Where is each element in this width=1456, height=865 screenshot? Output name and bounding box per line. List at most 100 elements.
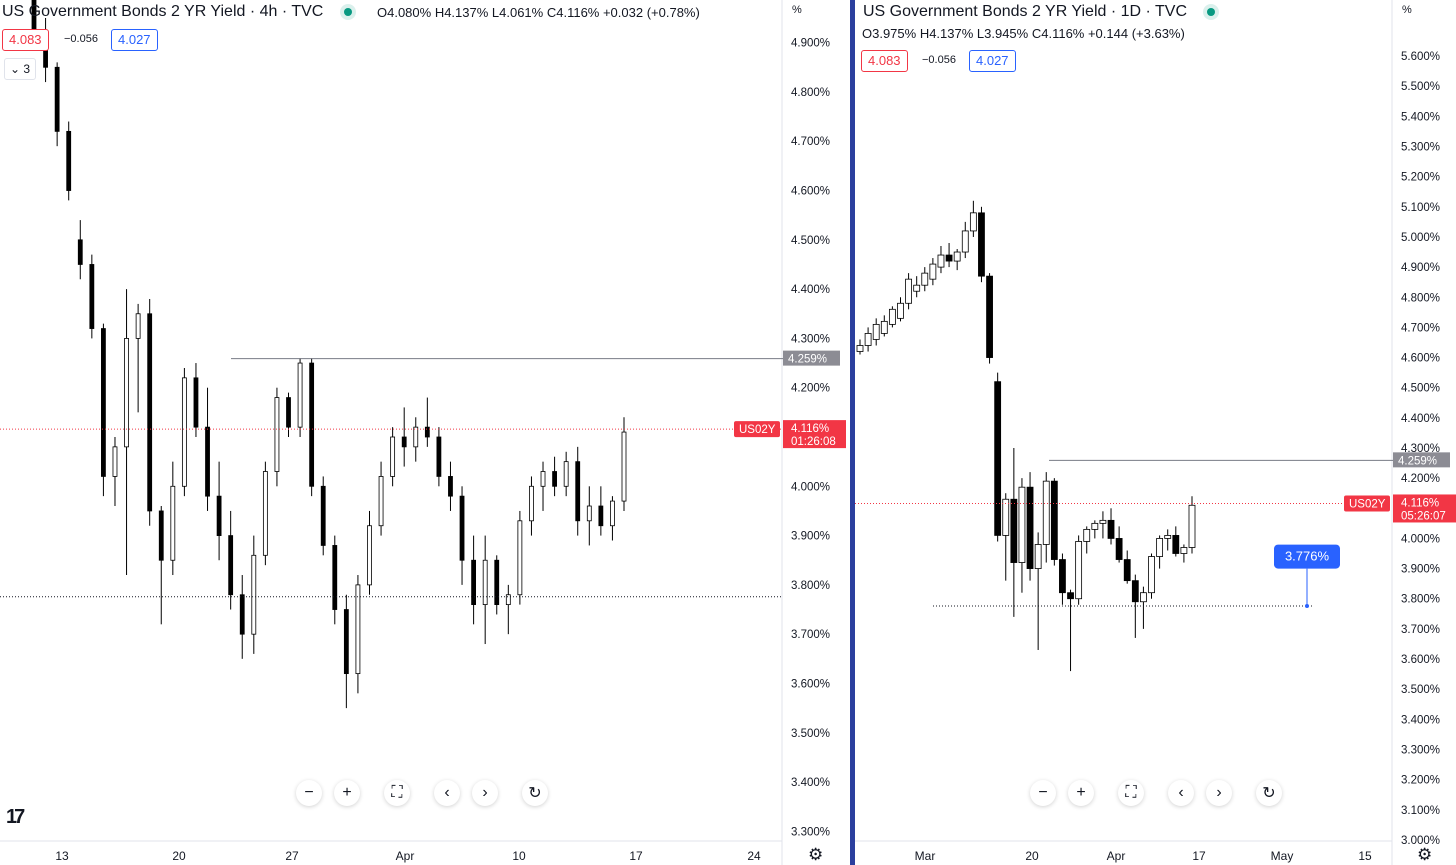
candle-up: [1180, 547, 1188, 554]
buy-price-button[interactable]: 4.027: [111, 29, 158, 51]
chart-title[interactable]: US Government Bonds 2 YR Yield · 4h · TV…: [2, 3, 352, 21]
candle-down: [1172, 535, 1180, 554]
buy-price-button[interactable]: 4.027: [969, 50, 1016, 72]
current-price-tag-text: 4.116%: [1401, 497, 1439, 509]
candle-up: [621, 431, 627, 502]
current-price-tag-text: 4.116%: [791, 423, 829, 435]
price-tick-label: 3.600%: [1401, 654, 1440, 666]
candle-up: [390, 436, 396, 477]
candle-down: [239, 594, 245, 635]
symbol-tag-text: US02Y: [739, 424, 776, 436]
candle-down: [147, 313, 153, 512]
zoom-out-icon[interactable]: −: [1030, 780, 1056, 806]
candle-up: [610, 500, 615, 527]
candle-down: [89, 264, 95, 329]
price-tick-label: 3.400%: [791, 777, 830, 789]
reset-icon[interactable]: ↻: [522, 780, 548, 806]
candle-down: [448, 476, 453, 497]
scroll-right-icon[interactable]: ›: [472, 780, 498, 806]
candle-up: [378, 476, 384, 527]
zoom-in-icon[interactable]: +: [1068, 780, 1094, 806]
candle-up: [888, 308, 896, 325]
scroll-left-icon[interactable]: ‹: [1168, 780, 1194, 806]
reset-icon[interactable]: ↻: [1256, 780, 1282, 806]
price-tick-label: 3.500%: [791, 728, 830, 740]
candle-up: [1002, 498, 1010, 536]
price-tick-label: 3.600%: [791, 678, 830, 690]
candle-up: [413, 426, 419, 448]
candle-down: [309, 362, 315, 487]
candle-up: [864, 333, 872, 346]
candle-down: [101, 328, 106, 477]
candle-down: [1059, 559, 1066, 594]
candlestick-chart-4h[interactable]: % 4.900% 4.800% 4.700% 4.600% 4.500% 4.400% 4.3…: [0, 0, 850, 865]
candle-up: [505, 594, 511, 605]
candle-down: [598, 505, 604, 527]
candle-down: [205, 426, 210, 497]
market-open-dot-icon: [343, 7, 352, 16]
candle-down: [436, 436, 442, 477]
zoom-out-icon[interactable]: −: [296, 780, 322, 806]
candle-down: [575, 461, 581, 522]
candle-down: [494, 559, 500, 605]
time-tick-label: 10: [512, 849, 526, 863]
time-tick-label: Apr: [396, 849, 415, 863]
candle-up: [1140, 592, 1147, 603]
chart-title[interactable]: US Government Bonds 2 YR Yield · 1D · TV…: [863, 3, 1216, 21]
candle-up: [170, 485, 176, 561]
price-tick-label: 3.700%: [1401, 624, 1440, 636]
sell-price-button[interactable]: 4.083: [2, 29, 49, 51]
price-tick-label: 3.700%: [791, 629, 830, 641]
candle-up: [1099, 519, 1107, 524]
candle-down: [424, 426, 430, 438]
sell-price-button[interactable]: 4.083: [861, 50, 908, 72]
price-tick-label: 4.200%: [791, 383, 830, 395]
candle-up: [905, 278, 912, 304]
chevron-down-icon: ⌄: [10, 62, 21, 76]
settings-gear-icon[interactable]: ⚙: [1417, 845, 1433, 864]
price-axis-unit: %: [792, 4, 802, 16]
price-tick-label: 5.400%: [1401, 111, 1440, 123]
candle-down: [1067, 592, 1074, 600]
current-price-tag: [783, 420, 846, 449]
candle-down: [228, 535, 234, 596]
level-price-tag-text: 4.259%: [1398, 455, 1437, 467]
price-axis-unit: %: [1402, 4, 1412, 16]
candle-down: [216, 495, 222, 536]
candle-down: [1010, 498, 1018, 563]
panel-divider[interactable]: [850, 0, 855, 865]
scroll-left-icon[interactable]: ‹: [434, 780, 460, 806]
zoom-in-icon[interactable]: +: [334, 780, 360, 806]
settings-gear-icon[interactable]: ⚙: [808, 845, 824, 864]
candle-down: [158, 510, 164, 561]
candle-up: [262, 471, 268, 556]
tradingview-logo-icon[interactable]: 17: [6, 806, 25, 828]
candle-up: [856, 345, 864, 352]
indicators-collapse-button[interactable]: ⌄ 3: [4, 58, 37, 80]
price-tick-label: 4.400%: [1401, 413, 1440, 425]
spread-value: −0.056: [64, 33, 98, 45]
symbol-title-text: US Government Bonds 2 YR Yield · 1D · TV…: [863, 3, 1187, 20]
chart-panel-1d[interactable]: % 5.600% 5.500% 5.400% 5.300% 5.200% 5.100% 5.0…: [855, 0, 1456, 865]
candle-down: [1123, 559, 1131, 582]
candle-down: [401, 436, 407, 448]
candle-up: [181, 377, 187, 487]
candle-up: [1018, 486, 1026, 563]
candle-up: [274, 397, 280, 472]
price-tick-label: 3.500%: [1401, 684, 1440, 696]
candle-up: [112, 446, 118, 477]
candle-down: [1115, 538, 1123, 560]
candle-up: [517, 520, 523, 596]
chart-panel-4h[interactable]: % 4.900% 4.800% 4.700% 4.600% 4.500% 4.400% 4.3…: [0, 0, 850, 865]
fullscreen-icon[interactable]: ⛶: [1118, 780, 1144, 806]
symbol-tag: [1344, 495, 1390, 512]
candle-up: [251, 554, 257, 635]
fullscreen-icon[interactable]: ⛶: [384, 780, 410, 806]
candle-up: [1148, 556, 1155, 594]
level-price-tag-text: 4.259%: [788, 354, 827, 366]
candlestick-chart-1d[interactable]: % 5.600% 5.500% 5.400% 5.300% 5.200% 5.100% 5.0…: [855, 0, 1456, 865]
price-tick-label: 3.300%: [1401, 744, 1440, 756]
time-tick-label: 17: [629, 849, 643, 863]
candle-down: [54, 66, 60, 132]
scroll-right-icon[interactable]: ›: [1206, 780, 1232, 806]
